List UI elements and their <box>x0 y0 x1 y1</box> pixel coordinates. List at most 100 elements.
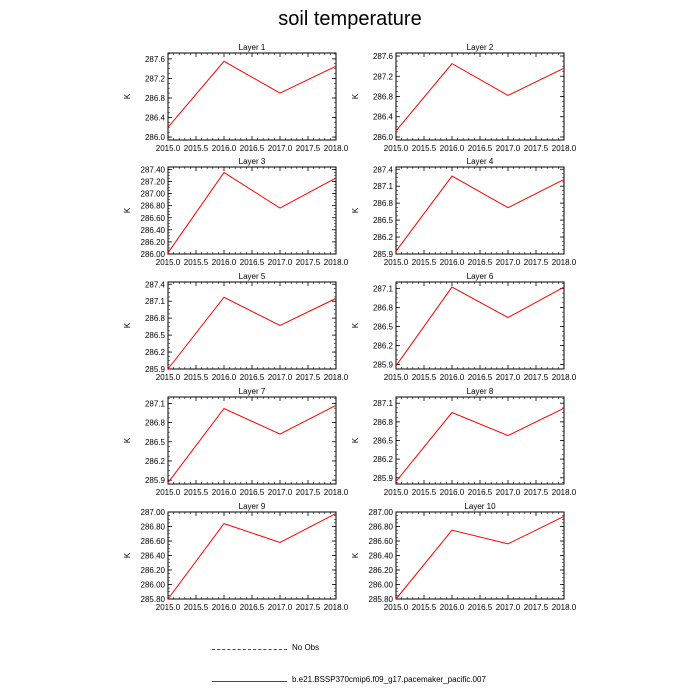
chart-3-ytick-label: 286.00 <box>141 250 166 259</box>
chart-2-ytick-label: 286.8 <box>373 93 394 102</box>
chart-2-xtick-label: 2017.0 <box>496 144 521 153</box>
chart-2-xtick-label: 2015.5 <box>412 144 437 153</box>
chart-1-ytick-label: 287.2 <box>145 74 166 83</box>
chart-5-title: Layer 5 <box>239 272 266 281</box>
page-title: soil temperature <box>278 8 422 30</box>
chart-3-ytick-label: 287.40 <box>141 165 166 174</box>
chart-6-xtick-label: 2015.5 <box>412 373 437 382</box>
chart-5-xtick-label: 2016.0 <box>212 373 237 382</box>
chart-3-series-line <box>167 171 337 254</box>
chart-6-xtick-label: 2016.5 <box>468 373 493 382</box>
chart-9-xtick-label: 2015.5 <box>184 603 209 612</box>
legend-obs-line <box>212 649 287 650</box>
chart-1-xtick-label: 2017.0 <box>268 144 293 153</box>
chart-8-series-line <box>395 407 565 482</box>
chart-9-series-line <box>167 513 337 600</box>
chart-10-ytick-label: 286.40 <box>369 552 394 561</box>
chart-9-ytick-label: 286.40 <box>141 552 166 561</box>
chart-7-xtick-label: 2016.5 <box>240 488 265 497</box>
chart-5-xtick-label: 2017.5 <box>296 373 321 382</box>
chart-9-xtick-label: 2015.0 <box>156 603 181 612</box>
chart-3-xtick-label: 2015.5 <box>184 258 209 267</box>
chart-8-ytick-label: 285.9 <box>373 474 394 483</box>
chart-10-ytick-label: 286.80 <box>369 523 394 532</box>
chart-8-xtick-label: 2018.0 <box>552 488 577 497</box>
chart-7-ytick-label: 286.5 <box>145 438 166 447</box>
chart-10-xtick-label: 2017.0 <box>496 603 521 612</box>
chart-6-xtick-label: 2017.5 <box>524 373 549 382</box>
chart-4-xtick-label: 2018.0 <box>552 258 577 267</box>
chart-8-xtick-label: 2016.5 <box>468 488 493 497</box>
chart-4-ylabel: K <box>351 207 360 213</box>
chart-2-frame <box>395 52 565 141</box>
chart-1-xtick-label: 2015.0 <box>156 144 181 153</box>
chart-9-title: Layer 9 <box>239 502 266 511</box>
chart-4-xtick-label: 2017.5 <box>524 258 549 267</box>
chart-1-frame <box>167 52 337 141</box>
chart-4-ytick-label: 285.9 <box>373 250 394 259</box>
chart-4-xtick-label: 2016.0 <box>440 258 465 267</box>
chart-5-series-line <box>167 296 337 370</box>
chart-5-xtick-label: 2015.5 <box>184 373 209 382</box>
chart-9-xtick-label: 2016.5 <box>240 603 265 612</box>
chart-1-xtick-label: 2016.5 <box>240 144 265 153</box>
chart-3-ytick-label: 286.40 <box>141 226 166 235</box>
chart-7-xtick-label: 2017.0 <box>268 488 293 497</box>
chart-8-ytick-label: 287.1 <box>373 399 394 408</box>
chart-3-xtick-label: 2018.0 <box>324 258 349 267</box>
chart-6-xtick-label: 2015.0 <box>384 373 409 382</box>
chart-1-series-line <box>167 60 337 128</box>
chart-6-ytick-label: 286.2 <box>373 342 394 351</box>
chart-8-title: Layer 8 <box>467 387 494 396</box>
chart-1-ytick-label: 287.6 <box>145 55 166 64</box>
chart-1-ytick-label: 286.0 <box>145 133 166 142</box>
chart-10-ytick-label: 286.60 <box>369 537 394 546</box>
chart-1-ytick-label: 286.8 <box>145 94 166 103</box>
chart-6-xtick-label: 2016.0 <box>440 373 465 382</box>
chart-9-xtick-label: 2017.5 <box>296 603 321 612</box>
chart-9-ytick-label: 287.00 <box>141 508 166 517</box>
chart-6-ytick-label: 285.9 <box>373 361 394 370</box>
chart-5-ylabel: K <box>123 322 132 328</box>
chart-9-ytick-label: 286.00 <box>141 581 166 590</box>
chart-8-xtick-label: 2017.0 <box>496 488 521 497</box>
chart-6-xtick-label: 2017.0 <box>496 373 521 382</box>
chart-4-frame <box>395 166 565 255</box>
chart-10-xtick-label: 2016.5 <box>468 603 493 612</box>
chart-4-ytick-label: 287.4 <box>373 165 394 174</box>
legend-obs-label: No Obs <box>292 643 320 652</box>
chart-1-xtick-label: 2016.0 <box>212 144 237 153</box>
chart-2-xtick-label: 2016.5 <box>468 144 493 153</box>
chart-5-ytick-label: 286.2 <box>145 348 166 357</box>
chart-10-xtick-label: 2017.5 <box>524 603 549 612</box>
chart-4-title: Layer 4 <box>467 157 494 166</box>
chart-6-ytick-label: 287.1 <box>373 284 394 293</box>
chart-10-xtick-label: 2016.0 <box>440 603 465 612</box>
chart-3-xtick-label: 2015.0 <box>156 258 181 267</box>
chart-2-ytick-label: 287.6 <box>373 52 394 61</box>
chart-9-ylabel: K <box>123 552 132 558</box>
chart-7-xtick-label: 2017.5 <box>296 488 321 497</box>
chart-5-ytick-label: 287.1 <box>145 297 166 306</box>
chart-10-ytick-label: 285.80 <box>369 595 394 604</box>
chart-1-ylabel: K <box>123 93 132 99</box>
chart-2-ylabel: K <box>351 93 360 99</box>
chart-7-ytick-label: 286.8 <box>145 419 166 428</box>
chart-7-ytick-label: 286.2 <box>145 457 166 466</box>
chart-8-xtick-label: 2017.5 <box>524 488 549 497</box>
chart-8-ylabel: K <box>351 437 360 443</box>
chart-4-ytick-label: 286.8 <box>373 199 394 208</box>
chart-4-series-line <box>395 175 565 252</box>
chart-6-frame <box>395 281 565 370</box>
chart-6-title: Layer 6 <box>467 272 494 281</box>
chart-1-title: Layer 1 <box>239 43 266 52</box>
chart-9-ytick-label: 286.60 <box>141 537 166 546</box>
chart-9-ytick-label: 285.80 <box>141 595 166 604</box>
chart-8-ytick-label: 286.8 <box>373 418 394 427</box>
chart-10-ytick-label: 286.20 <box>369 566 394 575</box>
chart-5-xtick-label: 2016.5 <box>240 373 265 382</box>
chart-5-ytick-label: 287.4 <box>145 280 166 289</box>
chart-10-ytick-label: 286.00 <box>369 581 394 590</box>
chart-7-title: Layer 7 <box>239 387 266 396</box>
